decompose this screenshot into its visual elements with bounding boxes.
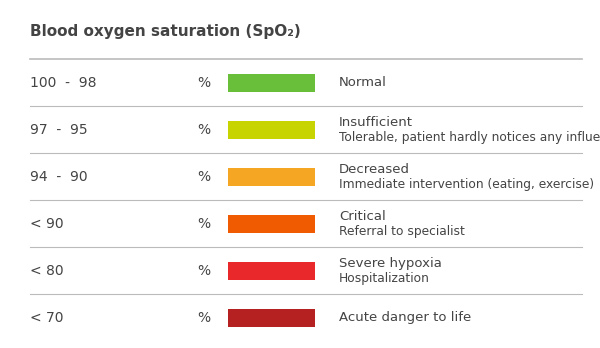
- FancyBboxPatch shape: [228, 214, 315, 232]
- Text: 97  -  95: 97 - 95: [30, 122, 88, 137]
- Text: 100  -  98: 100 - 98: [30, 76, 97, 90]
- Text: Tolerable, patient hardly notices any influence: Tolerable, patient hardly notices any in…: [339, 131, 600, 144]
- Text: %: %: [197, 263, 210, 278]
- Text: %: %: [197, 122, 210, 137]
- Text: %: %: [197, 310, 210, 325]
- FancyBboxPatch shape: [228, 262, 315, 279]
- Text: Referral to specialist: Referral to specialist: [339, 225, 465, 238]
- Text: Acute danger to life: Acute danger to life: [339, 311, 471, 324]
- Text: 94  -  90: 94 - 90: [30, 169, 88, 184]
- Text: Insufficient: Insufficient: [339, 116, 413, 129]
- Text: < 80: < 80: [30, 263, 64, 278]
- Text: %: %: [197, 169, 210, 184]
- Text: Blood oxygen saturation (SpO₂): Blood oxygen saturation (SpO₂): [30, 24, 301, 39]
- Text: < 70: < 70: [30, 310, 64, 325]
- Text: Normal: Normal: [339, 76, 387, 89]
- Text: Hospitalization: Hospitalization: [339, 272, 430, 285]
- Text: < 90: < 90: [30, 216, 64, 231]
- FancyBboxPatch shape: [228, 74, 315, 92]
- Text: %: %: [197, 76, 210, 90]
- FancyBboxPatch shape: [228, 121, 315, 139]
- Text: Critical: Critical: [339, 210, 386, 223]
- FancyBboxPatch shape: [228, 308, 315, 326]
- Text: Decreased: Decreased: [339, 163, 410, 176]
- Text: %: %: [197, 216, 210, 231]
- FancyBboxPatch shape: [228, 167, 315, 186]
- Text: Severe hypoxia: Severe hypoxia: [339, 257, 442, 270]
- Text: Immediate intervention (eating, exercise): Immediate intervention (eating, exercise…: [339, 178, 594, 191]
